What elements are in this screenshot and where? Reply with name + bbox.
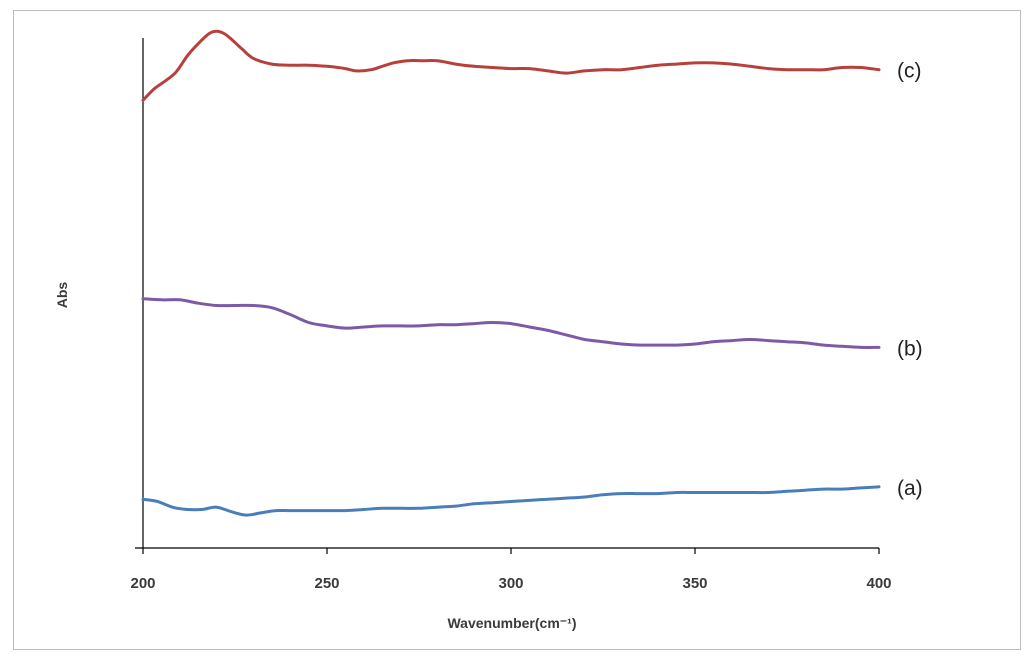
y-axis-title: Abs [54, 282, 70, 309]
series-group [141, 29, 881, 517]
x-axis-title: Wavenumber(cm⁻¹) [447, 615, 576, 631]
x-tick-label: 400 [866, 575, 891, 592]
x-tick-label: 250 [314, 575, 339, 592]
series-line-1 [141, 485, 881, 517]
series-line-2 [141, 297, 881, 349]
axes: 200 250 300 350 400 [130, 38, 892, 592]
series-label: (b) [897, 337, 923, 360]
x-tick-label: 300 [498, 575, 523, 592]
x-tick-label: 350 [682, 575, 707, 592]
chart-frame [13, 10, 1021, 650]
x-tick-label: 200 [130, 575, 155, 592]
series-line-3 [141, 29, 881, 102]
series-label: (a) [897, 477, 923, 500]
labels-group: (a) (b) (c) [897, 60, 923, 500]
series-label: (c) [897, 60, 922, 83]
